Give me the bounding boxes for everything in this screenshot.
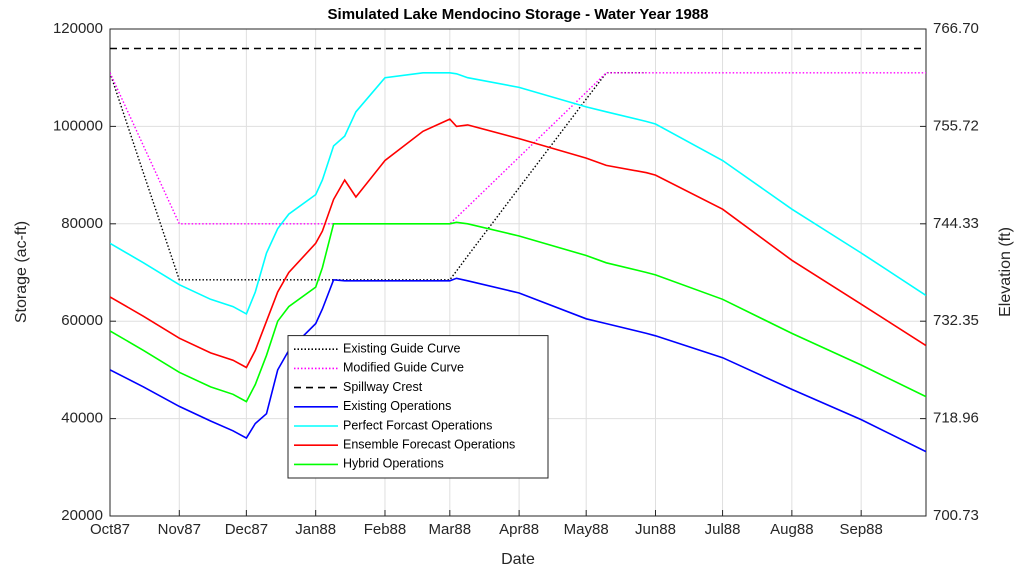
x-tick-label: Jun88 [635, 521, 676, 538]
line-series [110, 72, 926, 225]
y2-tick-label: 755.72 [933, 117, 979, 134]
line-series [110, 277, 926, 453]
y2-tick-label: 744.33 [933, 215, 979, 232]
x-tick-label: Dec87 [225, 521, 268, 538]
line-series [110, 221, 926, 403]
line-series [110, 72, 647, 281]
plot-border [109, 28, 927, 517]
y-tick-label: 120000 [53, 20, 103, 37]
x-tick-label: Jan88 [295, 521, 336, 538]
chart-title: Simulated Lake Mendocino Storage - Water… [328, 6, 709, 23]
x-tick-label: Feb88 [364, 521, 407, 538]
legend-label: Existing Guide Curve [343, 341, 460, 355]
x-tick-label: Jul88 [705, 521, 741, 538]
y-tick-label: 100000 [53, 117, 103, 134]
y-axis-label: Storage (ac-ft) [13, 221, 30, 323]
x-axis-label: Date [501, 551, 535, 568]
x-tick-label: Apr88 [499, 521, 539, 538]
legend-label: Hybrid Operations [343, 457, 444, 471]
x-tick-label: Aug88 [770, 521, 813, 538]
y2-tick-label: 732.35 [933, 312, 979, 329]
legend-label: Spillway Crest [343, 380, 423, 394]
line-series [110, 72, 926, 316]
y-tick-label: 80000 [61, 215, 103, 232]
x-tick-label: Nov87 [158, 521, 201, 538]
x-tick-label: May88 [564, 521, 609, 538]
y2-tick-label: 718.96 [933, 410, 979, 427]
y-tick-label: 60000 [61, 312, 103, 329]
legend-label: Ensemble Forecast Operations [343, 437, 515, 451]
x-tick-label: Sep88 [839, 521, 882, 538]
y-tick-label: 20000 [61, 507, 103, 524]
x-tick-label: Mar88 [429, 521, 472, 538]
x-tick-label: Oct87 [90, 521, 130, 538]
y2-tick-label: 766.70 [933, 20, 979, 37]
line-series [110, 118, 926, 369]
legend-label: Modified Guide Curve [343, 361, 464, 375]
series-group [110, 47, 926, 453]
y2-axis-label: Elevation (ft) [997, 227, 1014, 317]
legend: Existing Guide Curve Modified Guide Curve… [287, 335, 549, 479]
y-tick-label: 40000 [61, 410, 103, 427]
legend-label: Perfect Forcast Operations [343, 418, 492, 432]
legend-label: Existing Operations [343, 399, 451, 413]
y2-tick-label: 700.73 [933, 507, 979, 524]
